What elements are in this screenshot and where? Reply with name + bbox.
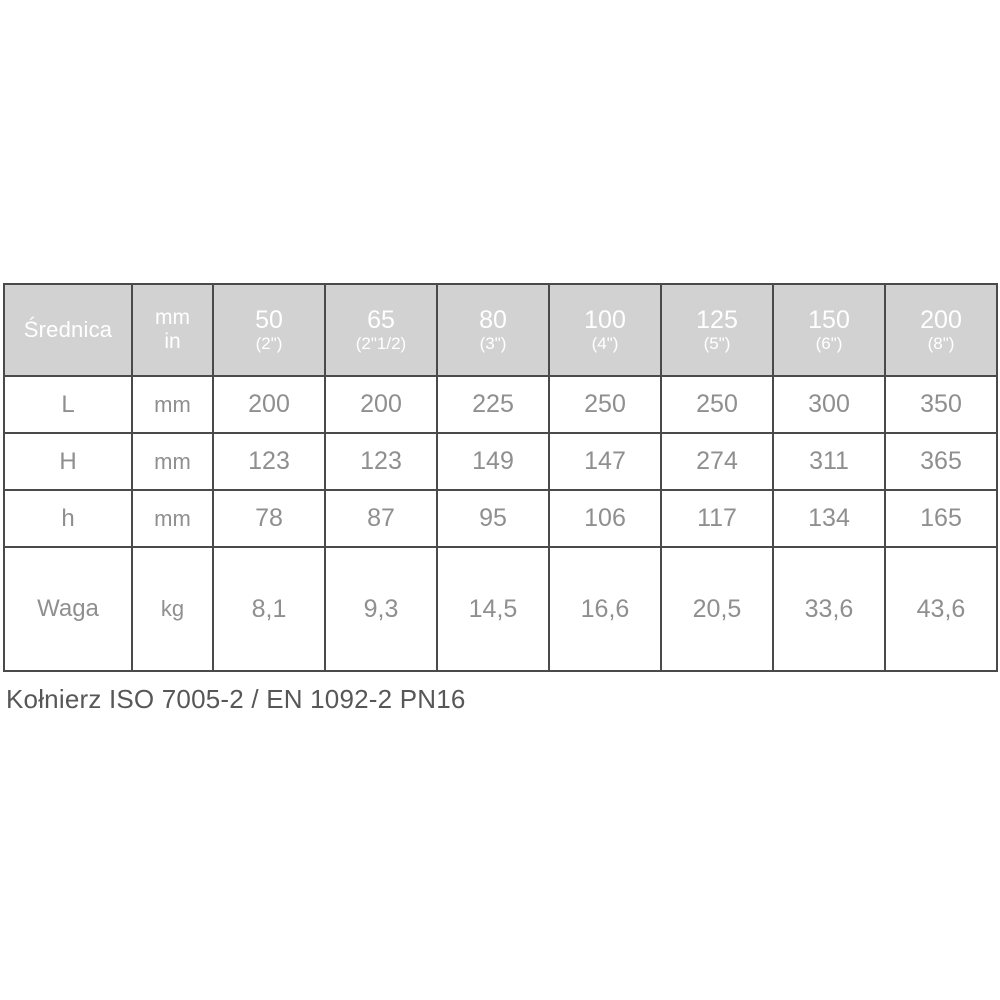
cell-waga-200: 43,6 (884, 546, 998, 672)
cell-H-125: 274 (660, 432, 774, 491)
row-label-waga: Waga (3, 546, 133, 672)
table-body: L mm 200 200 225 250 250 300 350 H mm 12… (3, 375, 998, 672)
table-row: Waga kg 8,1 9,3 14,5 16,6 20,5 33,6 43,6 (3, 546, 998, 672)
header-cell-size-50: 50 (2") (212, 283, 326, 377)
size-mm-100: 100 (584, 305, 626, 334)
dimensions-table: Średnica mm in 50 (2") 65 (2"1/2) 80 (3, 283, 998, 672)
cell-h-80: 95 (436, 489, 550, 548)
cell-L-65: 200 (324, 375, 438, 434)
table-row: H mm 123 123 149 147 274 311 365 (3, 432, 998, 491)
size-inch-125: (5") (703, 334, 731, 354)
cell-waga-50: 8,1 (212, 546, 326, 672)
size-mm-200: 200 (920, 305, 962, 334)
table-header: Średnica mm in 50 (2") 65 (2"1/2) 80 (3, 283, 998, 377)
size-mm-80: 80 (479, 305, 507, 334)
size-inch-65: (2"1/2) (355, 334, 407, 354)
cell-waga-150: 33,6 (772, 546, 886, 672)
size-mm-150: 150 (808, 305, 850, 334)
header-row: Średnica mm in 50 (2") 65 (2"1/2) 80 (3, 283, 998, 377)
size-inch-200: (8") (927, 334, 955, 354)
row-label-h: h (3, 489, 133, 548)
size-mm-65: 65 (367, 305, 395, 334)
header-unit-mm: mm (155, 306, 190, 330)
cell-H-80: 149 (436, 432, 550, 491)
cell-waga-100: 16,6 (548, 546, 662, 672)
cell-h-50: 78 (212, 489, 326, 548)
row-unit-waga: kg (131, 546, 214, 672)
cell-L-200: 350 (884, 375, 998, 434)
header-cell-size-65: 65 (2"1/2) (324, 283, 438, 377)
size-inch-80: (3") (479, 334, 507, 354)
row-label-L: L (3, 375, 133, 434)
header-unit-in: in (164, 330, 181, 353)
cell-L-50: 200 (212, 375, 326, 434)
cell-h-125: 117 (660, 489, 774, 548)
size-inch-100: (4") (591, 334, 619, 354)
cell-L-100: 250 (548, 375, 662, 434)
cell-waga-125: 20,5 (660, 546, 774, 672)
cell-L-80: 225 (436, 375, 550, 434)
row-unit-h: mm (131, 489, 214, 548)
row-unit-L: mm (131, 375, 214, 434)
header-cell-size-80: 80 (3") (436, 283, 550, 377)
size-inch-150: (6") (815, 334, 843, 354)
header-cell-diameter: Średnica (3, 283, 133, 377)
header-cell-size-150: 150 (6") (772, 283, 886, 377)
cell-H-100: 147 (548, 432, 662, 491)
size-mm-50: 50 (255, 305, 283, 334)
flange-standard-caption: Kołnierz ISO 7005-2 / EN 1092-2 PN16 (6, 684, 466, 714)
header-cell-size-125: 125 (5") (660, 283, 774, 377)
cell-h-200: 165 (884, 489, 998, 548)
header-cell-size-100: 100 (4") (548, 283, 662, 377)
cell-H-150: 311 (772, 432, 886, 491)
size-inch-50: (2") (255, 334, 283, 354)
row-unit-H: mm (131, 432, 214, 491)
cell-H-200: 365 (884, 432, 998, 491)
table-row: h mm 78 87 95 106 117 134 165 (3, 489, 998, 548)
header-cell-units: mm in (131, 283, 214, 377)
row-label-H: H (3, 432, 133, 491)
cell-h-65: 87 (324, 489, 438, 548)
size-mm-125: 125 (696, 305, 738, 334)
header-cell-size-200: 200 (8") (884, 283, 998, 377)
cell-H-50: 123 (212, 432, 326, 491)
cell-L-150: 300 (772, 375, 886, 434)
cell-H-65: 123 (324, 432, 438, 491)
table-row: L mm 200 200 225 250 250 300 350 (3, 375, 998, 434)
cell-h-100: 106 (548, 489, 662, 548)
dimensions-table-container: Średnica mm in 50 (2") 65 (2"1/2) 80 (3, 283, 998, 672)
cell-L-125: 250 (660, 375, 774, 434)
cell-waga-65: 9,3 (324, 546, 438, 672)
cell-waga-80: 14,5 (436, 546, 550, 672)
cell-h-150: 134 (772, 489, 886, 548)
